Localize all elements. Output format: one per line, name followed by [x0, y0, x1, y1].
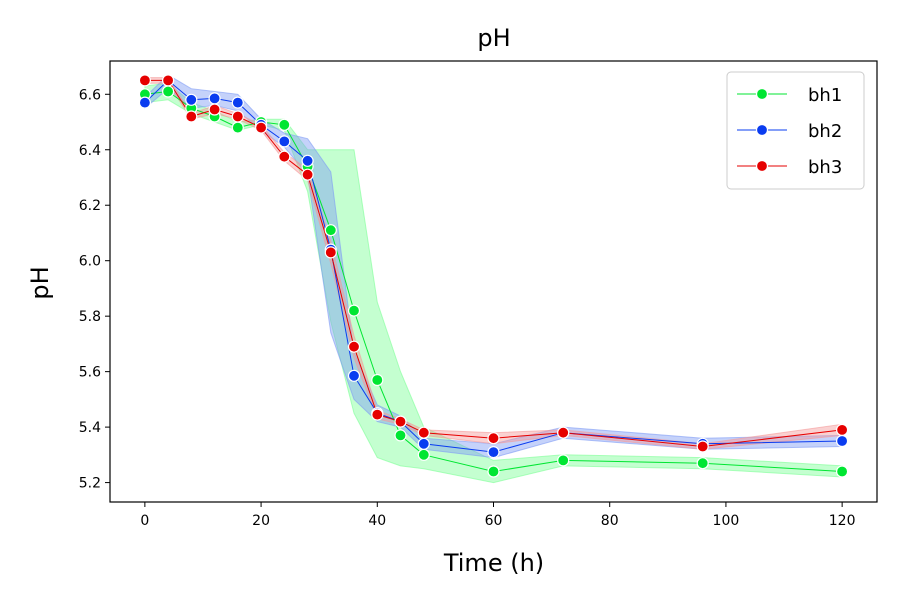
point-bh1 [417, 448, 430, 461]
chart-title: pH [477, 24, 510, 52]
legend-label-bh2: bh2 [808, 121, 842, 142]
point-bh3 [417, 426, 430, 439]
y-tick-label: 6.2 [79, 198, 101, 214]
legend-marker-bh2 [755, 123, 769, 137]
point-bh3 [301, 168, 314, 181]
x-tick-label: 80 [601, 513, 619, 529]
point-bh3 [324, 246, 337, 259]
point-bh3 [162, 74, 175, 87]
point-bh2 [347, 369, 361, 382]
point-bh2 [487, 446, 500, 459]
point-bh3 [394, 415, 407, 428]
y-tick-label: 6.6 [79, 87, 101, 103]
point-bh3 [231, 110, 244, 123]
legend-label-bh1: bh1 [808, 85, 842, 106]
point-bh3 [138, 74, 151, 87]
point-bh2 [417, 437, 430, 450]
point-bh3 [487, 432, 500, 445]
point-bh2 [278, 135, 291, 148]
x-tick-label: 40 [368, 513, 386, 529]
x-tick-label: 120 [829, 513, 856, 529]
y-tick-label: 5.8 [79, 309, 101, 325]
y-axis-label: pH [26, 266, 54, 299]
x-tick-label: 100 [713, 513, 740, 529]
legend-marker-bh1 [755, 87, 769, 101]
point-bh3 [347, 340, 361, 353]
point-bh1 [835, 465, 849, 478]
point-bh2 [301, 154, 314, 167]
data-points [138, 74, 849, 478]
y-tick-label: 6.4 [79, 143, 101, 159]
point-bh1 [278, 118, 291, 131]
point-bh1 [231, 121, 244, 134]
point-bh3 [557, 426, 570, 439]
x-axis-label: Time (h) [443, 549, 544, 577]
point-bh3 [185, 110, 198, 123]
y-tick-label: 5.4 [79, 420, 101, 436]
point-bh3 [255, 121, 268, 134]
point-bh2 [231, 96, 244, 109]
x-tick-label: 0 [140, 513, 149, 529]
y-tick-label: 5.2 [79, 476, 101, 492]
point-bh1 [557, 454, 570, 467]
point-bh3 [278, 150, 291, 163]
point-bh1 [696, 457, 709, 470]
point-bh2 [208, 92, 221, 105]
x-tick-label: 20 [252, 513, 270, 529]
point-bh2 [138, 96, 151, 109]
x-axis-ticks: 0 20 40 60 80 100 120 [140, 502, 856, 529]
y-tick-label: 6.0 [79, 254, 101, 270]
point-bh1 [162, 85, 175, 98]
x-tick-label: 60 [485, 513, 503, 529]
point-bh2 [835, 434, 849, 448]
point-bh1 [394, 429, 407, 442]
legend: bh1 bh2 bh3 [726, 71, 865, 190]
point-bh3 [835, 423, 849, 436]
y-tick-label: 5.6 [79, 365, 101, 381]
legend-box [726, 71, 865, 190]
legend-marker-bh3 [755, 159, 769, 173]
y-axis-ticks: 5.2 5.4 5.6 5.8 6.0 6.2 6.4 6.6 [79, 87, 110, 492]
point-bh3 [696, 440, 709, 453]
point-bh3 [208, 103, 221, 116]
point-bh1 [487, 465, 500, 478]
point-bh2 [185, 93, 198, 106]
point-bh3 [371, 408, 384, 421]
point-bh1 [347, 304, 361, 317]
point-bh1 [371, 373, 384, 387]
point-bh1 [324, 224, 337, 237]
legend-label-bh3: bh3 [808, 157, 842, 178]
